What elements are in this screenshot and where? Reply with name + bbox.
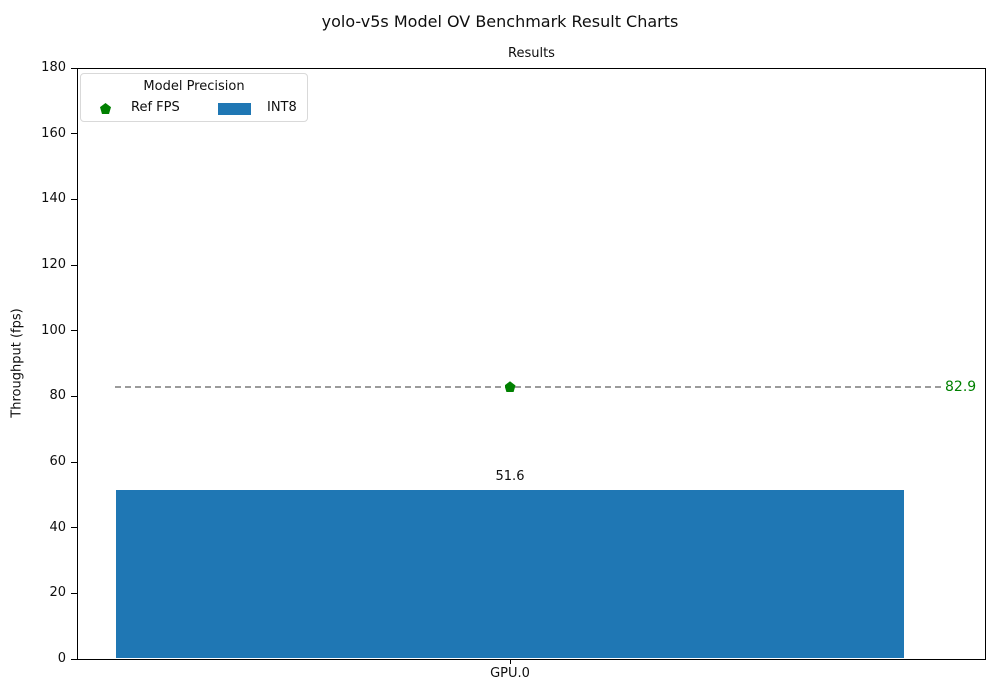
y-tick-label: 60 — [49, 454, 66, 469]
x-tick-label: GPU.0 — [490, 666, 530, 681]
y-tick-mark — [71, 330, 77, 332]
y-tick-label: 100 — [41, 322, 66, 338]
bar-value-label: 51.6 — [495, 468, 525, 484]
y-tick-mark — [71, 198, 77, 200]
ref-fps-line — [115, 385, 943, 388]
y-tick-label: 160 — [41, 125, 66, 141]
legend-entry-ref-fps: Ref FPS — [131, 100, 180, 115]
y-tick-mark — [71, 658, 77, 660]
y-tick-mark — [71, 67, 77, 69]
int8-bar — [116, 489, 904, 658]
y-tick-label: 120 — [41, 257, 66, 272]
axes-title: Results — [508, 46, 555, 61]
y-tick-label: 40 — [49, 519, 66, 535]
y-tick-label: 180 — [41, 60, 66, 75]
y-tick-mark — [71, 592, 77, 594]
y-tick-label: 20 — [49, 585, 66, 601]
x-tick-mark — [509, 660, 511, 664]
y-tick-label: 0 — [57, 651, 66, 666]
y-tick-mark — [71, 395, 77, 397]
ref-fps-pentagon-marker — [504, 381, 516, 393]
legend-swatch-int8 — [218, 103, 251, 115]
legend-title: Model Precision — [143, 79, 245, 94]
y-tick-mark — [71, 461, 77, 463]
y-tick-mark — [71, 264, 77, 266]
figure-title: yolo-v5s Model OV Benchmark Result Chart… — [321, 12, 679, 31]
legend-entry-int8: INT8 — [267, 100, 297, 115]
ref-fps-value-label: 82.9 — [945, 378, 977, 395]
y-tick-mark — [71, 133, 77, 135]
y-tick-mark — [71, 527, 77, 529]
pentagon-marker-icon — [100, 103, 111, 114]
legend: Model Precision Ref FPS INT8 — [80, 73, 308, 122]
y-tick-label: 80 — [49, 388, 66, 404]
y-tick-label: 140 — [41, 191, 66, 207]
